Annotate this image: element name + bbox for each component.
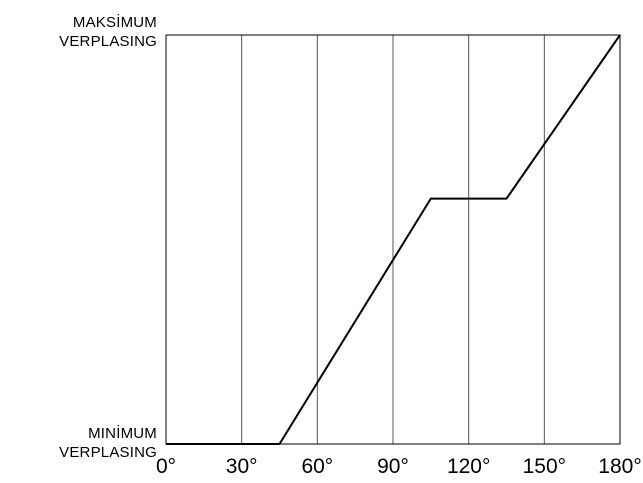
grid-layer <box>241 35 545 444</box>
y-axis-min-label: MINİMUM VERPLASING <box>59 424 157 462</box>
x-tick-label-180: 180° <box>598 455 641 478</box>
x-tick-label-60: 60° <box>301 455 333 478</box>
y-axis-min-label-line1: MINİMUM <box>88 425 157 442</box>
x-tick-label-90: 90° <box>377 455 409 478</box>
x-tick-label-120: 120° <box>447 455 490 478</box>
y-axis-max-label-line1: MAKSİMUM <box>72 14 157 31</box>
x-tick-label-150: 150° <box>523 455 566 478</box>
series-layer <box>166 34 621 445</box>
tick-label-layer: 0° 30° 60° 90° 120° 150° 180° <box>156 455 642 478</box>
x-tick-label-30: 30° <box>226 455 258 478</box>
y-axis-min-label-line2: VERPLASING <box>59 444 157 461</box>
y-axis-max-label-line2: VERPLASING <box>59 33 157 50</box>
y-axis-max-label: MAKSİMUM VERPLASING <box>59 13 157 51</box>
plot-frame <box>165 34 621 445</box>
x-tick-label-0: 0° <box>156 455 176 478</box>
displacement-line-0 <box>166 34 621 445</box>
